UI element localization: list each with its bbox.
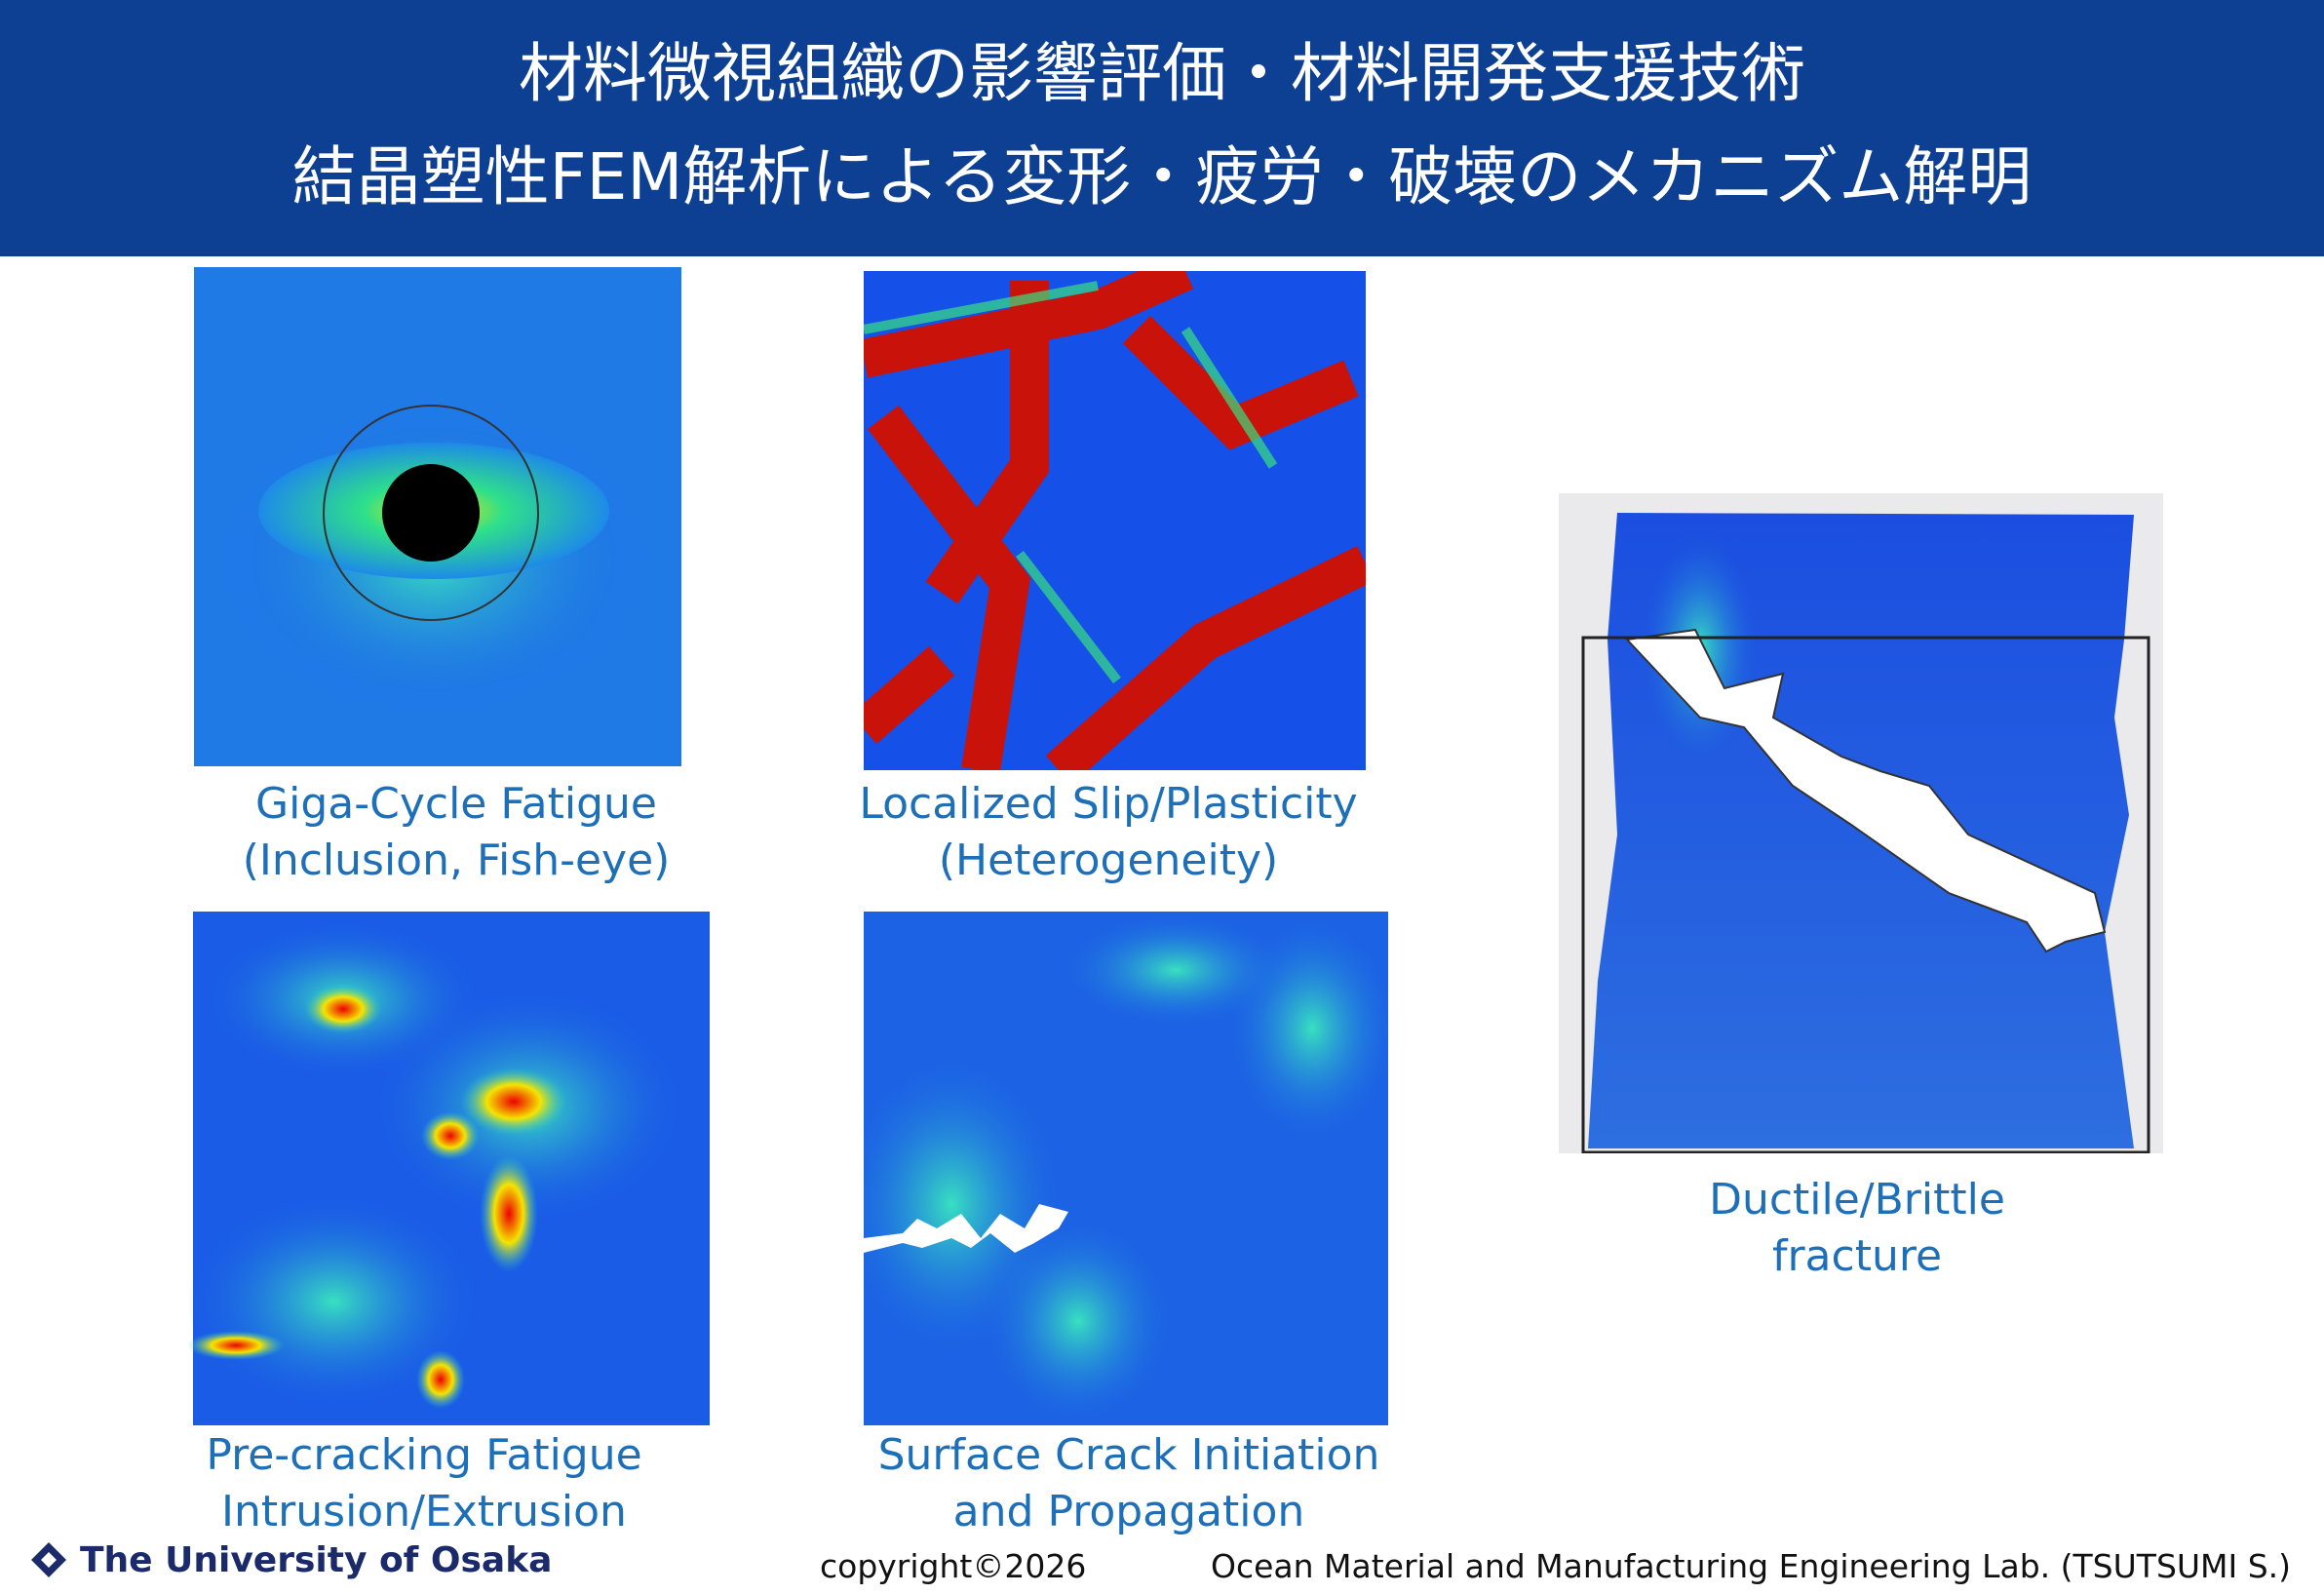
caption-line: Ductile/Brittle	[1709, 1175, 2005, 1225]
caption-line: Pre-cracking Fatigue	[206, 1430, 642, 1480]
caption: Surface Crack Initiation and Propagation	[878, 1427, 1380, 1540]
panel-image	[1559, 493, 2163, 1153]
panel-image	[194, 267, 681, 766]
caption-line: (Inclusion, Fish-eye)	[242, 836, 671, 885]
panel-image	[864, 912, 1388, 1425]
panel-image	[864, 271, 1366, 770]
title-line: 材料微視組織の影響評価・材料開発支援技術	[519, 36, 1805, 111]
university-name: The University of Osaka	[80, 1540, 553, 1580]
copyright: copyright©2026	[820, 1547, 1087, 1585]
caption-line: Surface Crack Initiation	[877, 1430, 1380, 1480]
caption: Pre-cracking Fatigue Intrusion/Extrusion	[206, 1427, 641, 1540]
panel-image	[187, 912, 710, 1425]
caption-line: Intrusion/Extrusion	[221, 1487, 627, 1536]
caption: Giga-Cycle Fatigue (Inclusion, Fish-eye)	[243, 776, 671, 889]
header: 材料微視組織の影響評価・材料開発支援技術 結晶塑性FEM解析による変形・疲労・破…	[0, 0, 2324, 256]
university-logo	[31, 1542, 66, 1577]
lab-name: Ocean Material and Manufacturing Enginee…	[1211, 1547, 2292, 1585]
title-line: 結晶塑性FEM解析による変形・疲労・破壊のメカニズム解明	[291, 139, 2033, 214]
caption: Localized Slip/Plasticity (Heterogeneity)	[859, 776, 1357, 889]
caption: Ductile/Brittle fracture	[1709, 1172, 2005, 1285]
caption-line: and Propagation	[952, 1487, 1305, 1536]
caption-line: fracture	[1771, 1231, 1943, 1281]
caption-line: (Heterogeneity)	[938, 836, 1279, 885]
caption-line: Giga-Cycle Fatigue	[255, 779, 657, 829]
caption-line: Localized Slip/Plasticity	[859, 779, 1358, 829]
